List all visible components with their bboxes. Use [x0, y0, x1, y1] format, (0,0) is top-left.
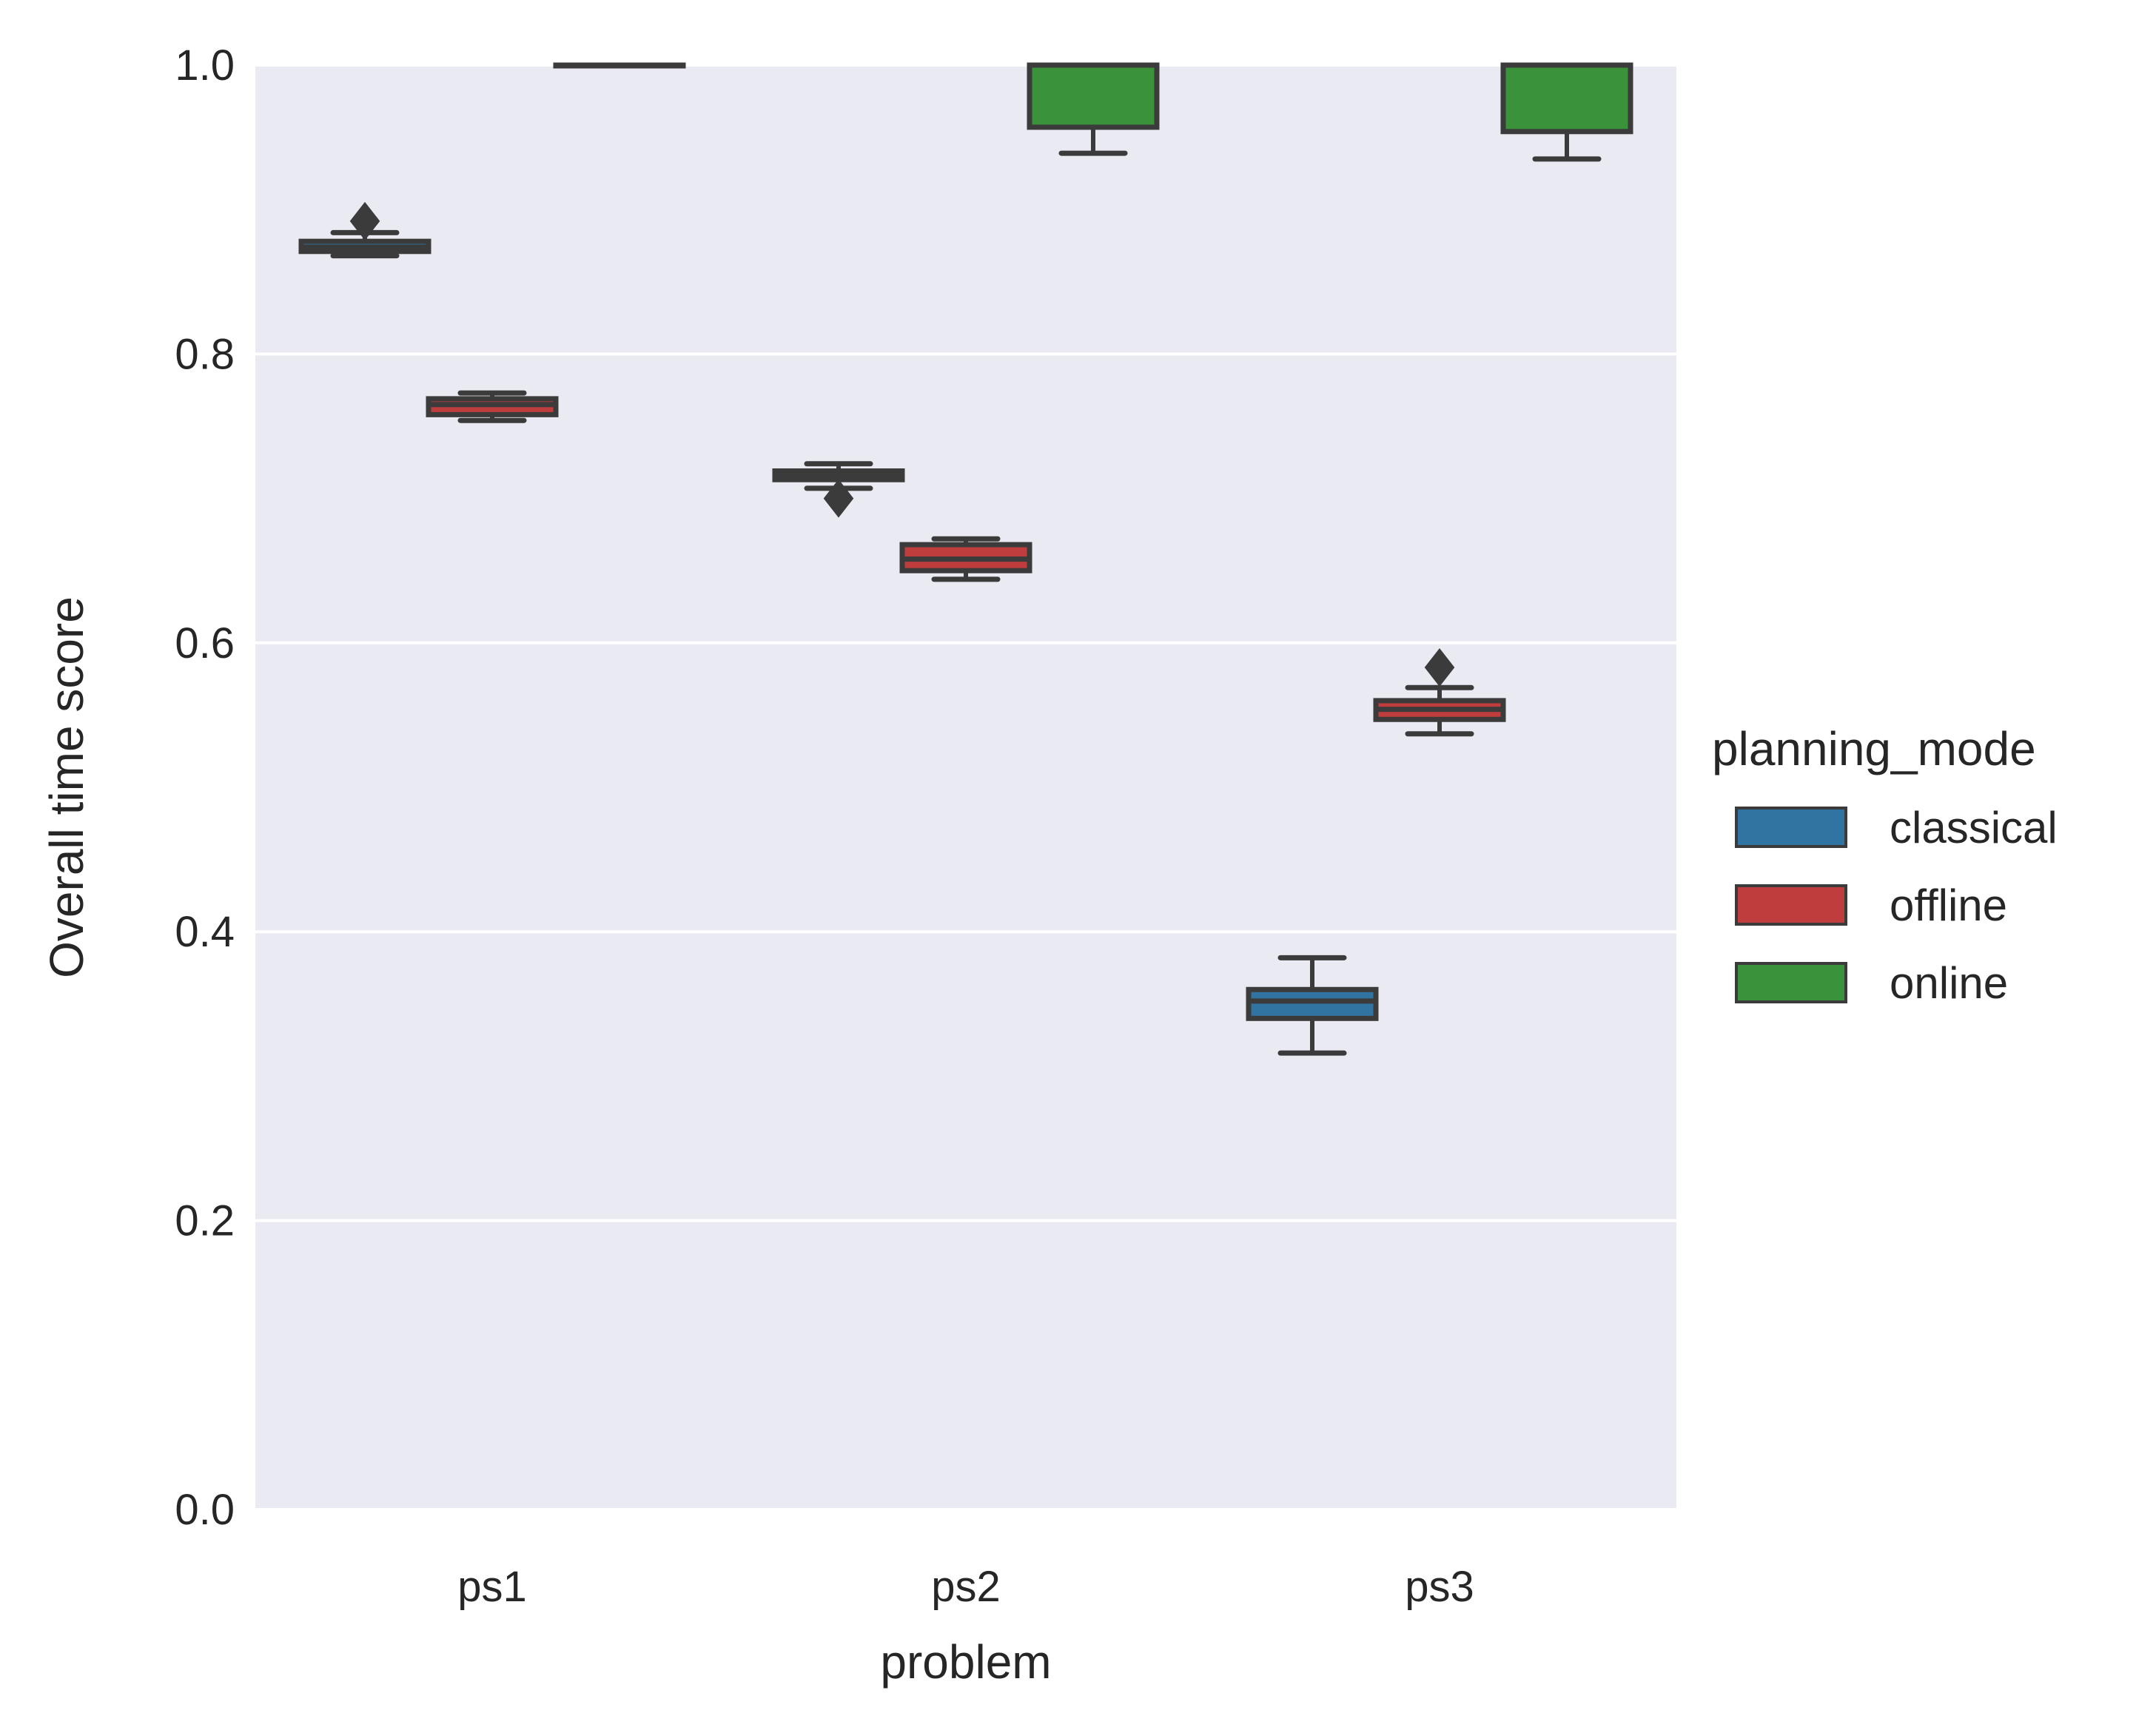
- x-axis-label: problem: [880, 1635, 1051, 1689]
- legend-label: online: [1890, 958, 2008, 1008]
- x-tick-labels: ps1 ps2 ps3: [457, 1563, 1474, 1611]
- y-axis-label: Overall time score: [40, 596, 93, 978]
- box-body: [1500, 62, 1633, 135]
- series-offline: [426, 390, 1506, 737]
- series-classical: [298, 201, 1379, 1056]
- legend-title: planning_mode: [1712, 722, 2036, 775]
- legend-entry-online: online: [1735, 958, 2008, 1008]
- y-tick-label: 1.0: [175, 41, 235, 90]
- box-online-ps1: [553, 62, 686, 69]
- legend-swatch: [1735, 884, 1847, 926]
- outlier-point: [823, 479, 854, 518]
- box-online-ps2: [1027, 62, 1160, 156]
- legend-label: offline: [1890, 881, 2007, 930]
- outlier-point: [1424, 647, 1455, 687]
- x-tick-label: ps1: [457, 1563, 527, 1611]
- legend-entry-offline: offline: [1735, 881, 2007, 930]
- x-tick-label: ps3: [1405, 1563, 1474, 1611]
- box-online-ps3: [1500, 62, 1633, 162]
- y-tick-label: 0.8: [175, 330, 235, 378]
- outlier-point: [349, 201, 380, 240]
- box-classical-ps3: [1246, 955, 1379, 1056]
- box-classical-ps1: [298, 201, 431, 259]
- y-tick-labels: 0.0 0.2 0.4 0.6 0.8 1.0: [175, 41, 235, 1534]
- series-online: [553, 62, 1633, 162]
- box-offline-ps3: [1373, 647, 1506, 737]
- box-body: [1246, 986, 1379, 1021]
- box-offline-ps2: [899, 536, 1032, 582]
- y-tick-label: 0.6: [175, 619, 235, 667]
- legend-swatch: [1735, 962, 1847, 1003]
- box-offline-ps1: [426, 390, 559, 423]
- box-series: [298, 62, 1633, 1056]
- x-tick-label: ps2: [931, 1563, 1001, 1611]
- box-classical-ps2: [772, 461, 905, 518]
- grid-lines: [255, 64, 1676, 1511]
- legend-entry-classical: classical: [1735, 803, 2058, 852]
- y-tick-label: 0.2: [175, 1197, 235, 1245]
- y-tick-label: 0.0: [175, 1486, 235, 1534]
- plot-area: [255, 65, 1676, 1509]
- legend: planning_mode classical offline online: [1712, 722, 2058, 1008]
- box-body: [1027, 62, 1160, 130]
- legend-swatch: [1735, 807, 1847, 848]
- y-tick-label: 0.4: [175, 908, 235, 956]
- legend-label: classical: [1890, 803, 2058, 852]
